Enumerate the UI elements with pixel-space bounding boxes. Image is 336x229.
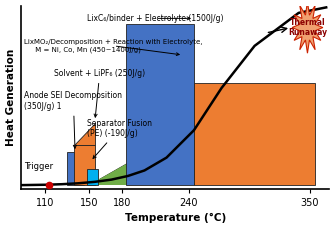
Y-axis label: Heat Generation: Heat Generation [6, 49, 15, 146]
Text: Separator Fusion
(PE) (-190J/g): Separator Fusion (PE) (-190J/g) [87, 119, 152, 158]
Polygon shape [67, 152, 84, 185]
Text: LixMO₂/Decomposition + Reaction with Electrolyte,
     M = Ni, Co, Mn (450~1400J: LixMO₂/Decomposition + Reaction with Ele… [25, 39, 203, 56]
Polygon shape [126, 24, 194, 185]
Text: Thermal
Runaway: Thermal Runaway [288, 18, 327, 37]
Polygon shape [74, 145, 95, 185]
Text: Anode SEI Decomposition
(350J/g) 1: Anode SEI Decomposition (350J/g) 1 [25, 91, 122, 148]
Polygon shape [89, 163, 128, 185]
Polygon shape [89, 163, 128, 185]
Text: LixC₆/binder + Electrolyte (1500J/g): LixC₆/binder + Electrolyte (1500J/g) [87, 14, 224, 23]
Polygon shape [292, 2, 323, 53]
X-axis label: Temperature (°C): Temperature (°C) [125, 213, 226, 224]
Polygon shape [194, 82, 315, 185]
Text: Solvent + LiPF₆ (250J/g): Solvent + LiPF₆ (250J/g) [54, 69, 145, 117]
Text: Trigger: Trigger [25, 162, 53, 171]
Polygon shape [87, 169, 98, 185]
Polygon shape [74, 123, 95, 145]
